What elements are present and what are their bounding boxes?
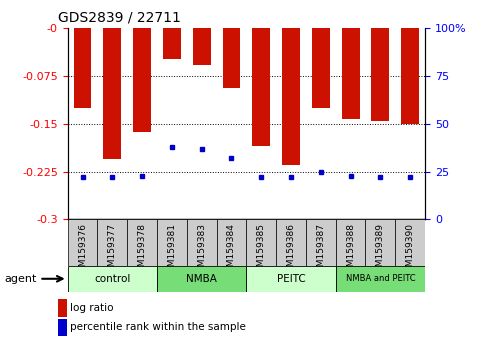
- Text: PEITC: PEITC: [277, 274, 305, 284]
- Bar: [246, 219, 276, 266]
- Bar: [193, 28, 211, 65]
- Bar: [157, 219, 187, 266]
- Text: GSM159376: GSM159376: [78, 223, 87, 278]
- Bar: [157, 266, 246, 292]
- Text: control: control: [94, 274, 130, 284]
- Bar: [103, 28, 121, 159]
- Text: NMBA: NMBA: [186, 274, 217, 284]
- Text: GSM159389: GSM159389: [376, 223, 385, 278]
- Bar: [68, 266, 157, 292]
- Bar: [223, 28, 241, 87]
- Text: GSM159386: GSM159386: [286, 223, 296, 278]
- Text: log ratio: log ratio: [70, 303, 113, 313]
- Bar: [395, 219, 425, 266]
- Text: GSM159381: GSM159381: [168, 223, 176, 278]
- Text: GSM159388: GSM159388: [346, 223, 355, 278]
- Bar: [276, 219, 306, 266]
- Text: GSM159383: GSM159383: [197, 223, 206, 278]
- Bar: [133, 28, 151, 132]
- Text: GSM159378: GSM159378: [138, 223, 146, 278]
- Bar: [366, 219, 395, 266]
- Bar: [371, 28, 389, 121]
- Text: NMBA and PEITC: NMBA and PEITC: [345, 274, 415, 283]
- Bar: [216, 219, 246, 266]
- Bar: [73, 28, 91, 108]
- Bar: [336, 266, 425, 292]
- Text: GSM159385: GSM159385: [257, 223, 266, 278]
- Bar: [341, 28, 359, 119]
- Text: GSM159387: GSM159387: [316, 223, 325, 278]
- Bar: [246, 266, 336, 292]
- Bar: [312, 28, 330, 108]
- Bar: [187, 219, 216, 266]
- Bar: [127, 219, 157, 266]
- Text: GDS2839 / 22711: GDS2839 / 22711: [58, 11, 181, 25]
- Text: agent: agent: [5, 274, 37, 284]
- Bar: [163, 28, 181, 59]
- Bar: [282, 28, 300, 165]
- Bar: [401, 28, 419, 124]
- Bar: [252, 28, 270, 146]
- Bar: [68, 219, 98, 266]
- Text: percentile rank within the sample: percentile rank within the sample: [70, 322, 245, 332]
- Bar: [98, 219, 127, 266]
- Bar: [306, 219, 336, 266]
- Text: GSM159384: GSM159384: [227, 223, 236, 278]
- Bar: [336, 219, 366, 266]
- Text: GSM159377: GSM159377: [108, 223, 117, 278]
- Text: GSM159390: GSM159390: [406, 223, 414, 278]
